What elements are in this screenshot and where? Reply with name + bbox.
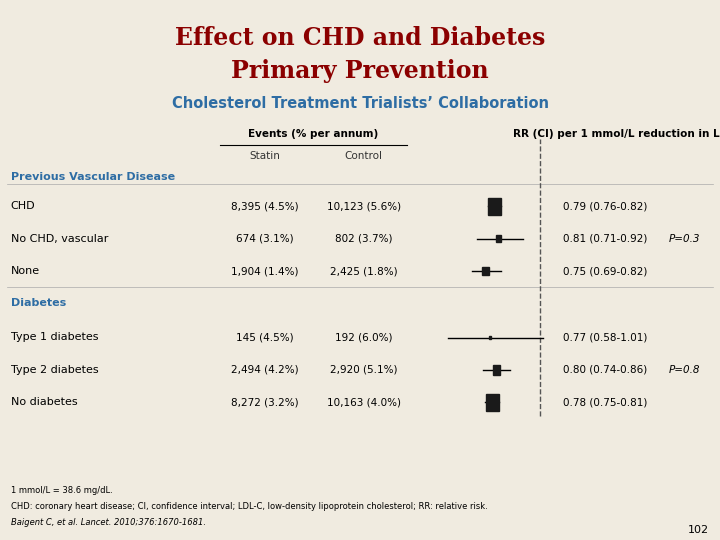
Text: Type 1 diabetes: Type 1 diabetes: [11, 333, 99, 342]
Bar: [488, 198, 501, 215]
Bar: [482, 267, 489, 275]
Text: 2,425 (1.8%): 2,425 (1.8%): [330, 266, 397, 276]
Text: 192 (6.0%): 192 (6.0%): [335, 333, 392, 342]
Text: 0.78 (0.75-0.81): 0.78 (0.75-0.81): [563, 397, 647, 407]
Text: Diabetes: Diabetes: [11, 299, 66, 308]
Text: 0.75 (0.69-0.82): 0.75 (0.69-0.82): [563, 266, 647, 276]
Text: 0.81 (0.71-0.92): 0.81 (0.71-0.92): [563, 234, 647, 244]
Text: 0.77 (0.58-1.01): 0.77 (0.58-1.01): [563, 333, 647, 342]
Text: P=0.8: P=0.8: [668, 365, 700, 375]
Text: No CHD, vascular: No CHD, vascular: [11, 234, 108, 244]
Text: RR (CI) per 1 mmol/L reduction in LDL-C: RR (CI) per 1 mmol/L reduction in LDL-C: [513, 129, 720, 139]
Text: Statin: Statin: [250, 151, 280, 160]
Text: No diabetes: No diabetes: [11, 397, 78, 407]
Text: 8,395 (4.5%): 8,395 (4.5%): [231, 201, 299, 211]
Text: 8,272 (3.2%): 8,272 (3.2%): [231, 397, 299, 407]
Text: 0.79 (0.76-0.82): 0.79 (0.76-0.82): [563, 201, 647, 211]
Text: 2,494 (4.2%): 2,494 (4.2%): [231, 365, 299, 375]
Text: Cholesterol Treatment Trialists’ Collaboration: Cholesterol Treatment Trialists’ Collabo…: [171, 96, 549, 111]
Text: CHD: coronary heart disease; CI, confidence interval; LDL-C, low-density lipopro: CHD: coronary heart disease; CI, confide…: [11, 502, 487, 511]
Text: 10,123 (5.6%): 10,123 (5.6%): [327, 201, 400, 211]
Bar: [496, 235, 501, 242]
Text: Effect on CHD and Diabetes: Effect on CHD and Diabetes: [175, 26, 545, 50]
Bar: [492, 364, 500, 375]
Text: Baigent C, et al. Lancet. 2010;376:1670-1681.: Baigent C, et al. Lancet. 2010;376:1670-…: [11, 518, 206, 527]
Text: Control: Control: [345, 151, 382, 160]
Text: 674 (3.1%): 674 (3.1%): [236, 234, 294, 244]
Text: Events (% per annum): Events (% per annum): [248, 129, 378, 139]
Text: P=0.3: P=0.3: [668, 234, 700, 244]
Text: None: None: [11, 266, 40, 276]
Bar: [485, 394, 498, 411]
Text: Primary Prevention: Primary Prevention: [231, 59, 489, 83]
Text: 1 mmol/L = 38.6 mg/dL.: 1 mmol/L = 38.6 mg/dL.: [11, 486, 112, 495]
Text: 145 (4.5%): 145 (4.5%): [236, 333, 294, 342]
Text: Type 2 diabetes: Type 2 diabetes: [11, 365, 99, 375]
Text: 1,904 (1.4%): 1,904 (1.4%): [231, 266, 299, 276]
Text: Previous Vascular Disease: Previous Vascular Disease: [11, 172, 175, 182]
Text: 102: 102: [688, 525, 709, 535]
Text: 10,163 (4.0%): 10,163 (4.0%): [327, 397, 400, 407]
Text: CHD: CHD: [11, 201, 35, 211]
Text: 0.80 (0.74-0.86): 0.80 (0.74-0.86): [563, 365, 647, 375]
Text: 802 (3.7%): 802 (3.7%): [335, 234, 392, 244]
Text: 2,920 (5.1%): 2,920 (5.1%): [330, 365, 397, 375]
Bar: [489, 336, 491, 339]
